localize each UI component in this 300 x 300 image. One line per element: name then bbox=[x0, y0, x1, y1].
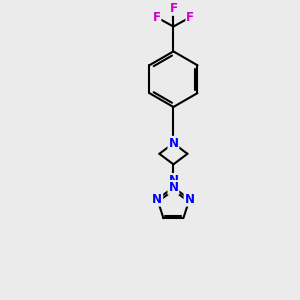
Text: N: N bbox=[168, 181, 178, 194]
Text: N: N bbox=[168, 137, 178, 150]
Text: F: F bbox=[186, 11, 194, 24]
Text: F: F bbox=[169, 2, 177, 15]
Text: F: F bbox=[152, 11, 160, 24]
Text: N: N bbox=[184, 193, 194, 206]
Text: N: N bbox=[168, 174, 178, 187]
Text: N: N bbox=[152, 193, 162, 206]
